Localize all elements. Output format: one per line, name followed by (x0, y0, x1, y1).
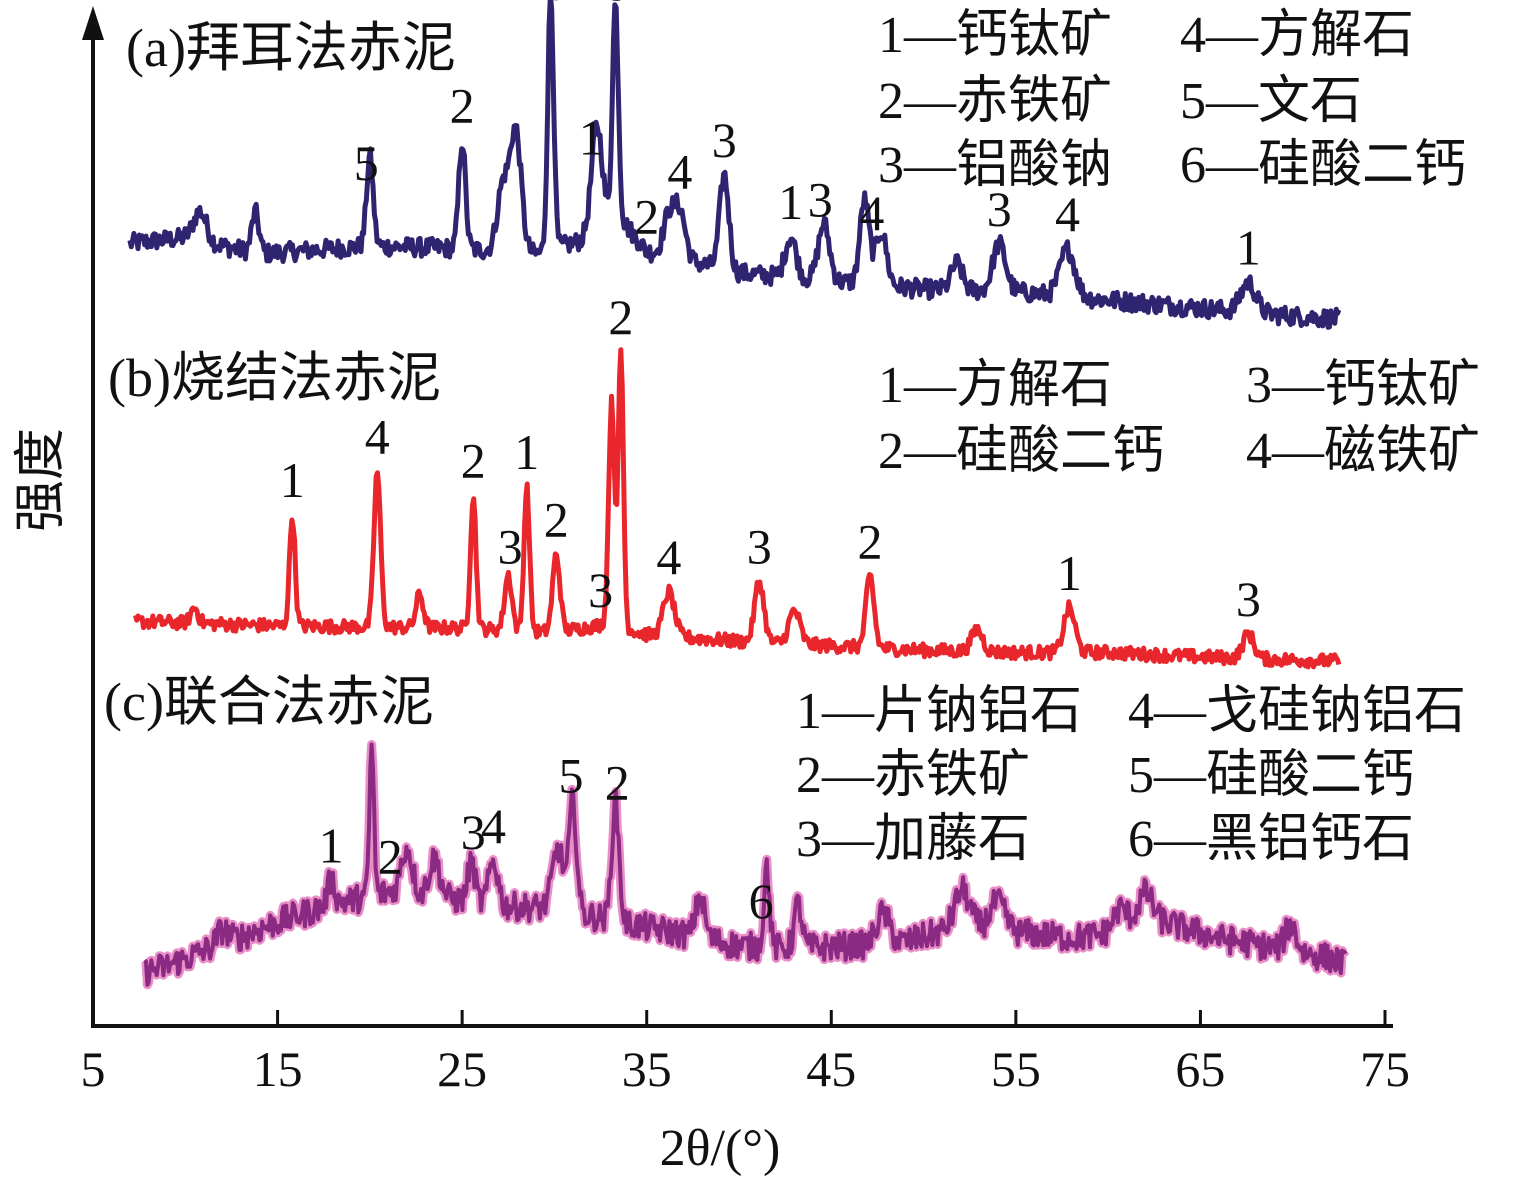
panel-b-peak-label: 2 (461, 432, 486, 488)
panel-c-trace (143, 742, 1348, 987)
panel-b-peak-label: 1 (280, 452, 305, 508)
panel-a-peak-label: 5 (354, 135, 379, 191)
panel-b-curve (133, 347, 1342, 670)
panel-c-peak-labels: 1 2 345 26 (319, 748, 774, 929)
panel-a-peak-label: 4 (667, 143, 692, 199)
panel-c-peak-label: 3 (461, 804, 486, 860)
panel-b-peak-label: 2 (544, 492, 569, 548)
x-tick-label: 25 (437, 1041, 487, 1097)
panel-b-trace (133, 347, 1342, 670)
panel-a: (a)拜耳法赤泥 1—钙钛矿 2—赤铁矿 3—铝酸钠 4—方解石 5—文石 6—… (126, 0, 1466, 330)
panel-b-peak-label: 3 (747, 518, 772, 574)
panel-a-peak-label: 4 (1055, 186, 1080, 242)
x-tick-label: 15 (253, 1041, 303, 1097)
panel-a-trace (127, 0, 1342, 330)
panel-c-peak-label: 2 (605, 755, 630, 811)
panel-b-peak-label: 3 (1236, 571, 1261, 627)
panel-a-peak-label: 2 (450, 78, 475, 134)
panel-a-peak-label: 3 (808, 172, 833, 228)
x-tick-label: 65 (1175, 1041, 1225, 1097)
panel-b-peak-label: 3 (588, 562, 613, 618)
panel-c-peak-label: 5 (559, 748, 584, 804)
panel-a-peak-label: 3 (987, 181, 1012, 237)
panel-b-peak-label: 1 (514, 424, 539, 480)
panel-b-peak-label: 3 (498, 518, 523, 574)
y-axis-arrow (82, 6, 104, 40)
panel-b-legend-4: 4—磁铁矿 (1246, 423, 1480, 480)
panel-a-legend-4: 4—方解石 (1180, 7, 1414, 64)
panel-b-legend-3: 3—钙钛矿 (1246, 357, 1480, 414)
panel-c-legend-5: 5—硅酸二钙 (1128, 747, 1414, 804)
panel-c: (c)联合法赤泥 1—片钠铝石 2—赤铁矿 3—加藤石 4—戈硅钠铝石 5—硅酸… (104, 672, 1466, 990)
x-tick-label: 45 (806, 1041, 856, 1097)
panel-a-peak-label: 6 (603, 0, 628, 11)
panel-c-legend-4: 4—戈硅钠铝石 (1128, 683, 1466, 740)
panel-b: (b)烧结法赤泥 1—方解石 2—硅酸二钙 3—钙钛矿 4—磁铁矿 14 2312… (108, 289, 1480, 670)
x-tick-label: 35 (622, 1041, 672, 1097)
panel-a-legend-2: 2—赤铁矿 (878, 73, 1112, 130)
panel-c-peak-label: 1 (319, 818, 344, 874)
y-axis-label: 强度 (13, 428, 70, 532)
panel-c-legend-6: 6—黑铝钙石 (1128, 811, 1414, 868)
panel-b-peak-label: 4 (656, 529, 681, 585)
panel-c-legend-1: 1—片钠铝石 (796, 683, 1082, 740)
panel-b-legend-1: 1—方解石 (878, 357, 1112, 414)
panel-c-legend-3: 3—加藤石 (796, 811, 1030, 868)
x-tick-label: 55 (991, 1041, 1041, 1097)
panel-a-peak-label: 1 (778, 174, 803, 230)
panel-a-peak-label: 4 (538, 0, 563, 11)
panel-a-peak-labels: 52416243134341 (354, 0, 1261, 276)
panel-a-title: (a)拜耳法赤泥 (126, 18, 456, 78)
panel-b-title: (b)烧结法赤泥 (108, 348, 441, 408)
panel-a-curve (127, 0, 1342, 330)
panel-c-peak-label: 6 (749, 873, 774, 929)
panel-a-peak-label: 1 (1236, 220, 1261, 276)
panel-b-legend: 1—方解石 2—硅酸二钙 3—钙钛矿 4—磁铁矿 (878, 357, 1480, 480)
x-ticks: 5 15 25 35 45 55 65 75 (81, 1010, 1410, 1097)
panel-c-curve (141, 740, 1350, 990)
panel-c-legend: 1—片钠铝石 2—赤铁矿 3—加藤石 4—戈硅钠铝石 5—硅酸二钙 6—黑铝钙石 (796, 683, 1466, 868)
panel-b-legend-2: 2—硅酸二钙 (878, 423, 1164, 480)
panel-b-peak-label: 4 (365, 409, 390, 465)
panel-a-legend: 1—钙钛矿 2—赤铁矿 3—铝酸钠 4—方解石 5—文石 6—硅酸二钙 (878, 7, 1466, 194)
panel-a-legend-1: 1—钙钛矿 (878, 7, 1112, 64)
panel-b-peak-label: 2 (858, 514, 883, 570)
x-tick-label: 75 (1360, 1041, 1410, 1097)
panel-a-legend-3: 3—铝酸钠 (878, 137, 1112, 194)
panel-a-legend-6: 6—硅酸二钙 (1180, 137, 1466, 194)
panel-b-peak-label: 2 (608, 289, 633, 345)
panel-a-peak-label: 1 (579, 109, 604, 165)
panel-b-peak-label: 1 (1057, 545, 1082, 601)
panel-c-title: (c)联合法赤泥 (104, 672, 434, 732)
panel-c-peak-label: 4 (481, 798, 506, 854)
x-tick-label: 5 (81, 1041, 106, 1097)
panel-a-peak-label: 2 (634, 188, 659, 244)
panel-a-legend-5: 5—文石 (1180, 73, 1362, 130)
axes: 5 15 25 35 45 55 65 75 2θ/(°) 强度 (13, 6, 1410, 1177)
panel-c-legend-2: 2—赤铁矿 (796, 747, 1030, 804)
x-axis-label: 2θ/(°) (660, 1120, 781, 1177)
panel-c-peak-label: 2 (378, 829, 403, 885)
panel-a-peak-label: 4 (859, 185, 884, 241)
panel-a-peak-label: 3 (712, 112, 737, 168)
